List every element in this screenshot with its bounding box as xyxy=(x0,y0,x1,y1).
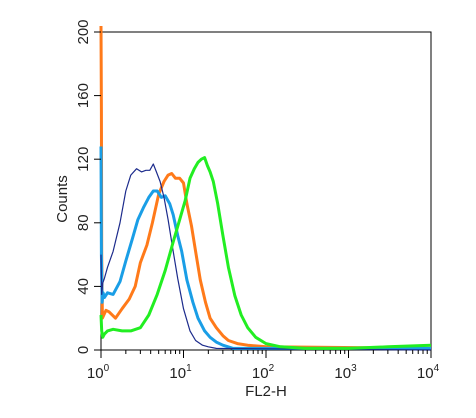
series-line-2 xyxy=(99,146,431,350)
x-tick-label: 102 xyxy=(252,363,275,382)
x-axis-label: FL2-H xyxy=(245,383,287,400)
y-tick-label: 40 xyxy=(75,278,92,295)
x-tick-label: 100 xyxy=(87,363,110,382)
x-axis: 100 101 102 103 104 xyxy=(87,350,440,382)
y-tick-label: 120 xyxy=(75,147,92,172)
y-tick-label: 160 xyxy=(75,83,92,108)
y-axis-label: Counts xyxy=(54,175,71,223)
x-tick-label: 104 xyxy=(417,363,440,382)
series-line-4 xyxy=(99,156,432,350)
y-tick-label: 80 xyxy=(75,214,92,231)
y-tick-label: 0 xyxy=(75,346,92,354)
series-line-3 xyxy=(100,163,432,351)
series-line-1 xyxy=(99,25,432,350)
x-tick-label: 101 xyxy=(169,363,192,382)
y-tick-label: 200 xyxy=(75,19,92,44)
series-layer xyxy=(99,25,432,351)
y-axis: 0 40 80 120 160 200 xyxy=(75,19,101,354)
plot-area xyxy=(100,31,432,351)
x-tick-label: 103 xyxy=(334,363,357,382)
